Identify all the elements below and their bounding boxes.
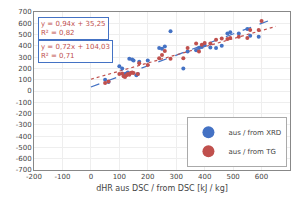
svg-text:-200: -200 [16,110,32,118]
svg-text:-500: -500 [16,144,32,152]
svg-text:y = 0,94x + 35,25R² = 0,82: y = 0,94x + 35,25R² = 0,82 [41,20,106,37]
svg-text:aus / from TG: aus / from TG [228,148,275,156]
svg-text:aus / from XRD: aus / from XRD [228,129,281,137]
svg-text:-300: -300 [16,121,32,129]
svg-text:400: 400 [198,173,211,181]
svg-text:100: 100 [18,76,31,84]
svg-text:300: 300 [170,173,183,181]
svg-text:700: 700 [18,8,31,16]
svg-text:y = 0,72x + 104,03R² = 0,71: y = 0,72x + 104,03R² = 0,71 [41,43,110,60]
svg-text:500: 500 [18,31,31,39]
svg-text:200: 200 [141,173,154,181]
svg-text:600: 600 [255,173,268,181]
svg-text:600: 600 [18,20,31,28]
svg-text:0: 0 [89,173,93,181]
svg-text:500: 500 [226,173,239,181]
svg-text:-700: -700 [16,166,32,174]
svg-text:100: 100 [113,173,126,181]
svg-text:200: 200 [18,65,31,73]
svg-text:-600: -600 [16,155,32,163]
svg-text:300: 300 [18,54,31,62]
svg-text:-100: -100 [16,99,32,107]
svg-text:-200: -200 [26,173,42,181]
svg-text:400: 400 [18,42,31,50]
svg-text:dHR aus DSC / from DSC [kJ / k: dHR aus DSC / from DSC [kJ / kg] [96,184,228,193]
svg-text:-400: -400 [16,133,32,141]
svg-text:-100: -100 [54,173,70,181]
svg-text:0: 0 [27,87,31,95]
